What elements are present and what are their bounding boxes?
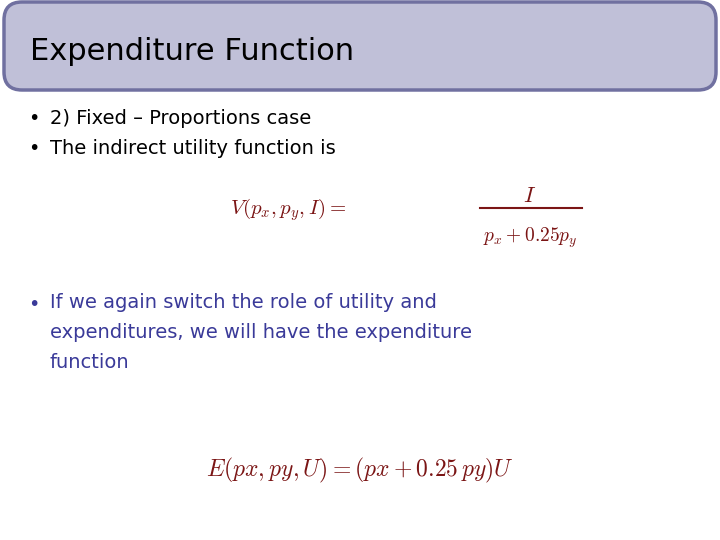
Text: 2) Fixed – Proportions case: 2) Fixed – Proportions case	[50, 109, 311, 127]
Text: function: function	[50, 353, 130, 372]
Text: Expenditure Function: Expenditure Function	[30, 37, 354, 66]
Text: $E(px,py,U) = (px + 0.25\,py)U$: $E(px,py,U) = (px + 0.25\,py)U$	[206, 455, 514, 484]
FancyBboxPatch shape	[4, 2, 716, 90]
Text: expenditures, we will have the expenditure: expenditures, we will have the expenditu…	[50, 323, 472, 342]
Text: $V(p_x,p_y,I)=$: $V(p_x,p_y,I)=$	[230, 197, 346, 224]
Text: $I$: $I$	[523, 186, 536, 206]
Text: •: •	[28, 295, 40, 314]
Text: •: •	[28, 109, 40, 127]
Text: If we again switch the role of utility and: If we again switch the role of utility a…	[50, 293, 437, 312]
Text: $p_x+0.25p_y$: $p_x+0.25p_y$	[483, 225, 577, 249]
Text: •: •	[28, 138, 40, 158]
Text: The indirect utility function is: The indirect utility function is	[50, 138, 336, 158]
